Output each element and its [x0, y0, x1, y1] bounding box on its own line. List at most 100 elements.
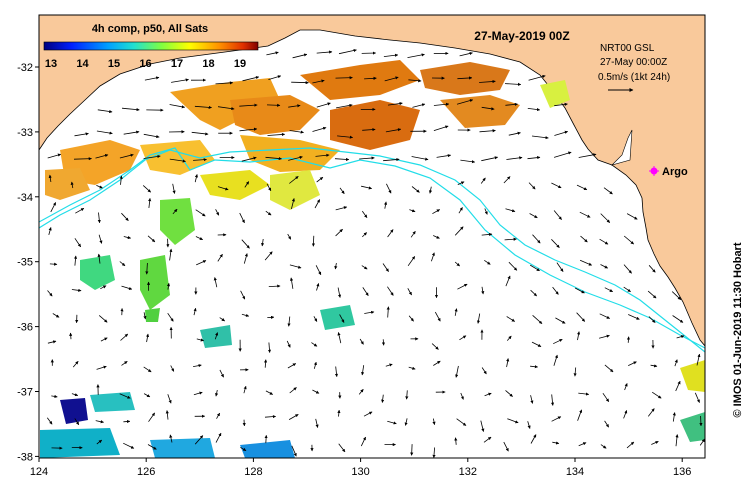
current-arrow [195, 209, 206, 217]
current-arrow [553, 210, 562, 220]
current-arrow [335, 76, 353, 80]
current-arrow [268, 284, 281, 288]
current-arrow [694, 392, 700, 403]
current-arrow [143, 312, 147, 320]
current-arrow [46, 417, 53, 425]
current-arrow [481, 232, 493, 237]
current-arrow [123, 130, 140, 135]
argo-marker[interactable] [649, 166, 659, 176]
current-arrow [384, 76, 399, 82]
x-tick-label: 126 [137, 466, 155, 478]
current-arrow [481, 367, 487, 375]
current-arrow [407, 53, 425, 58]
current-arrow [481, 106, 495, 111]
current-arrow [381, 339, 386, 346]
current-arrow [672, 315, 684, 323]
current-arrow [648, 265, 656, 273]
current-arrow [148, 412, 156, 422]
current-arrow [457, 76, 473, 80]
current-arrow [458, 207, 463, 214]
current-arrow [604, 420, 610, 428]
current-arrow [553, 151, 572, 158]
current-arrow [432, 447, 436, 458]
current-arrow [97, 212, 101, 224]
current-arrow [481, 286, 485, 295]
current-arrow [383, 201, 388, 209]
current-arrow [408, 315, 414, 322]
current-arrow [265, 390, 273, 395]
current-arrow [623, 286, 631, 293]
current-arrow [239, 103, 258, 107]
current-arrow [647, 408, 655, 417]
colorbar [43, 41, 259, 51]
current-arrow [165, 410, 169, 420]
current-arrow [457, 181, 465, 185]
current-arrow [217, 186, 229, 191]
current-arrow [119, 175, 123, 185]
current-arrow [553, 354, 558, 366]
argo-label: Argo [662, 166, 688, 178]
current-arrow [337, 287, 342, 298]
current-arrow [361, 265, 368, 270]
current-arrow [313, 361, 317, 369]
colorbar-tick-label: 18 [202, 58, 214, 70]
current-arrow [598, 334, 610, 339]
current-arrow [361, 185, 373, 190]
current-arrow [172, 183, 176, 194]
current-arrow [289, 264, 302, 269]
current-arrow [576, 312, 586, 322]
current-arrow [411, 156, 429, 161]
current-arrow [433, 360, 441, 366]
current-arrow [362, 128, 376, 132]
current-arrow [119, 393, 131, 399]
current-arrow [555, 317, 566, 324]
current-arrow [527, 156, 541, 160]
y-tick-label: -35 [17, 257, 33, 269]
current-arrow [386, 306, 390, 318]
current-arrow [483, 436, 492, 443]
current-arrow [456, 99, 474, 105]
current-arrow [145, 262, 149, 275]
current-arrow [334, 157, 350, 162]
current-arrow [600, 264, 608, 269]
current-arrow [480, 420, 485, 432]
current-arrow [315, 418, 319, 428]
current-arrow [484, 259, 491, 265]
current-arrows [46, 48, 705, 458]
current-arrow [675, 380, 681, 392]
current-arrow [193, 391, 203, 396]
current-arrow [316, 50, 333, 54]
current-arrow [337, 135, 354, 139]
current-arrow [121, 212, 129, 221]
current-arrow [97, 109, 113, 114]
current-arrow [338, 48, 357, 55]
current-arrow [167, 394, 172, 404]
current-arrow [576, 331, 581, 341]
current-arrow [241, 156, 257, 162]
current-arrow [484, 392, 492, 397]
current-arrow [193, 364, 202, 368]
current-arrow [651, 441, 659, 445]
current-arrow [291, 198, 295, 210]
current-arrow [505, 102, 518, 106]
map-date: 27-May-2019 00Z [474, 29, 569, 43]
current-arrow [405, 390, 409, 400]
current-arrow [119, 153, 134, 159]
current-arrow [316, 176, 324, 183]
current-arrow [505, 390, 513, 397]
current-arrow [123, 235, 132, 240]
current-arrow [69, 332, 73, 340]
current-arrow [599, 313, 610, 319]
current-arrow [143, 366, 152, 373]
current-arrow [436, 154, 452, 158]
current-arrow [456, 418, 467, 426]
current-arrow [530, 434, 537, 444]
current-arrow [287, 233, 292, 240]
current-arrow [288, 414, 299, 420]
current-arrow [70, 181, 74, 189]
current-arrow [217, 253, 223, 262]
current-arrow [147, 444, 157, 450]
current-arrow [288, 104, 301, 108]
current-arrow [74, 418, 80, 426]
gulf-inlet [610, 129, 633, 166]
